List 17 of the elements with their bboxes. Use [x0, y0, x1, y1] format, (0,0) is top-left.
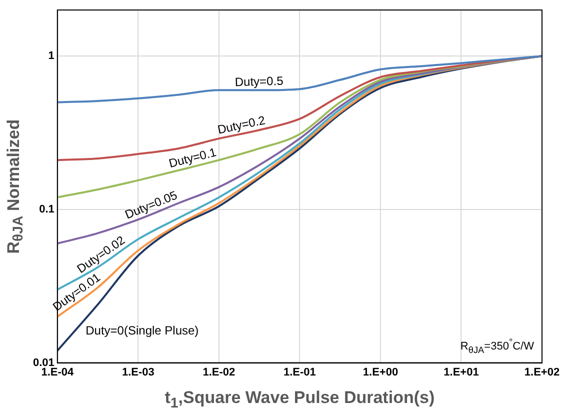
y-tick-label: 1: [48, 50, 54, 62]
x-tick-label: 1.E+02: [524, 366, 560, 378]
x-tick-label: 1.E-02: [202, 366, 236, 378]
series-label: Duty=0(Single Pluse): [86, 324, 199, 338]
x-tick-label: 1.E+01: [444, 366, 479, 378]
x-tick-label: 1.E-03: [122, 366, 154, 378]
x-axis-title: t$_{1}$,Square Wave Pulse Duration(s): [164, 388, 436, 412]
annotation: R$_{θJA}$=350$^{°}$C/W: [460, 336, 534, 355]
series-label: Duty=0.5: [234, 74, 284, 90]
y-tick-label: 0.1: [39, 204, 54, 216]
text: Duty=0.2: [216, 112, 267, 137]
x-tick-label: 1.E+00: [362, 366, 398, 378]
x-tick-label: 1.E-04: [41, 366, 74, 378]
text: Duty=0.1: [167, 145, 218, 171]
x-tick-label: 1.E-01: [283, 366, 316, 378]
line-series: [57, 55, 542, 104]
y-tick-label: 0.01: [32, 356, 54, 369]
